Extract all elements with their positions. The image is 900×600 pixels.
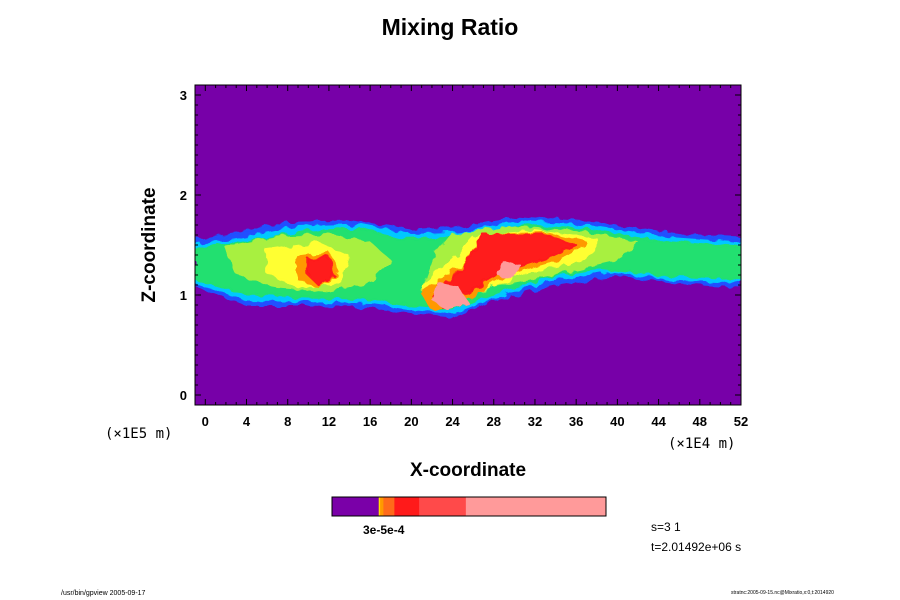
x-tick-label: 44	[651, 414, 666, 429]
x-tick-label: 4	[243, 414, 251, 429]
x-tick-label: 24	[445, 414, 460, 429]
colorbar-segment	[380, 497, 384, 516]
x-tick-label: 32	[528, 414, 542, 429]
colorbar-segment	[383, 497, 395, 516]
y-scale-label: (×1E5 m)	[105, 426, 173, 442]
x-axis-label: X-coordinate	[409, 460, 527, 481]
field-band-11	[430, 282, 469, 310]
x-tick-label: 52	[734, 414, 748, 429]
x-scale-label: (×1E4 m)	[668, 436, 736, 452]
y-tick-label: 0	[180, 388, 187, 403]
footer-left: /usr/bin/gpview 2005-09-17	[61, 590, 146, 597]
step-label: s=3 1	[651, 520, 681, 534]
x-tick-label: 16	[363, 414, 377, 429]
field-band-12	[497, 260, 521, 278]
x-tick-label: 12	[322, 414, 336, 429]
y-tick-label: 2	[180, 188, 187, 203]
colorbar-segment	[465, 497, 607, 516]
colorbar-frame	[331, 496, 607, 517]
footer-right: stratnc:2005-09-15.nc@Mixratio,x:0,t:201…	[731, 590, 834, 596]
colorbar-segment	[378, 497, 381, 516]
x-tick-label: 8	[284, 414, 291, 429]
y-tick-label: 3	[180, 88, 187, 103]
x-tick-label: 28	[487, 414, 501, 429]
chart-title: Mixing Ratio	[381, 14, 519, 40]
colorbar-label: 3e-5e-4	[363, 523, 405, 537]
x-tick-label: 40	[610, 414, 624, 429]
field-band-9	[307, 256, 336, 286]
mixing-ratio-field	[195, 216, 741, 318]
time-label: t=2.01492e+06 s	[651, 540, 742, 554]
colorbar-segment	[394, 497, 420, 516]
x-tick-label: 0	[202, 414, 209, 429]
x-tick-label: 36	[569, 414, 583, 429]
x-tick-label: 20	[404, 414, 418, 429]
y-tick-label: 1	[180, 288, 187, 303]
x-tick-label: 48	[693, 414, 707, 429]
colorbar-segment	[419, 497, 467, 516]
colorbar	[331, 496, 607, 517]
colorbar-segment	[332, 497, 380, 516]
